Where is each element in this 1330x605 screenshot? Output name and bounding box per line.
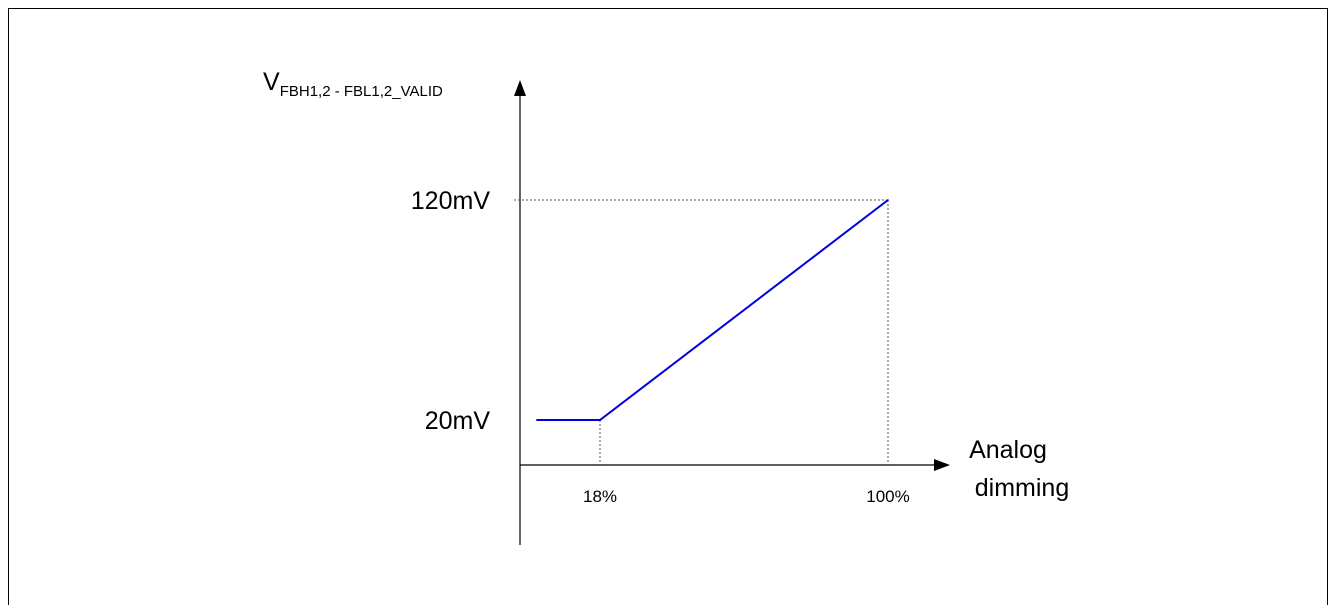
x-tick-label: 18%	[583, 487, 617, 506]
chart-frame	[8, 8, 1328, 605]
y-axis-label: VFBH1,2 - FBL1,2_VALID	[263, 68, 443, 100]
series-point	[599, 419, 601, 421]
y-axis-label-main: V	[263, 68, 280, 96]
series-line	[536, 199, 889, 421]
y-tick-label: 120mV	[411, 187, 491, 215]
x-tick-labels: 18% 100%	[583, 487, 910, 506]
guide-lines	[514, 199, 889, 465]
y-tick-label: 20mV	[425, 407, 491, 435]
x-axis-label-line1: Analog	[969, 436, 1047, 464]
series-point	[535, 419, 538, 421]
x-axis-arrowhead	[934, 459, 950, 471]
series-point	[887, 199, 889, 201]
x-axis-label-line2: dimming	[975, 474, 1069, 502]
y-axis-label-subscript: FBH1,2 - FBL1,2_VALID	[280, 83, 443, 100]
x-tick-label: 100%	[866, 487, 909, 506]
y-tick-labels: 20mV 120mV	[411, 187, 491, 435]
data-series	[535, 199, 889, 421]
y-axis-arrowhead	[514, 80, 526, 96]
